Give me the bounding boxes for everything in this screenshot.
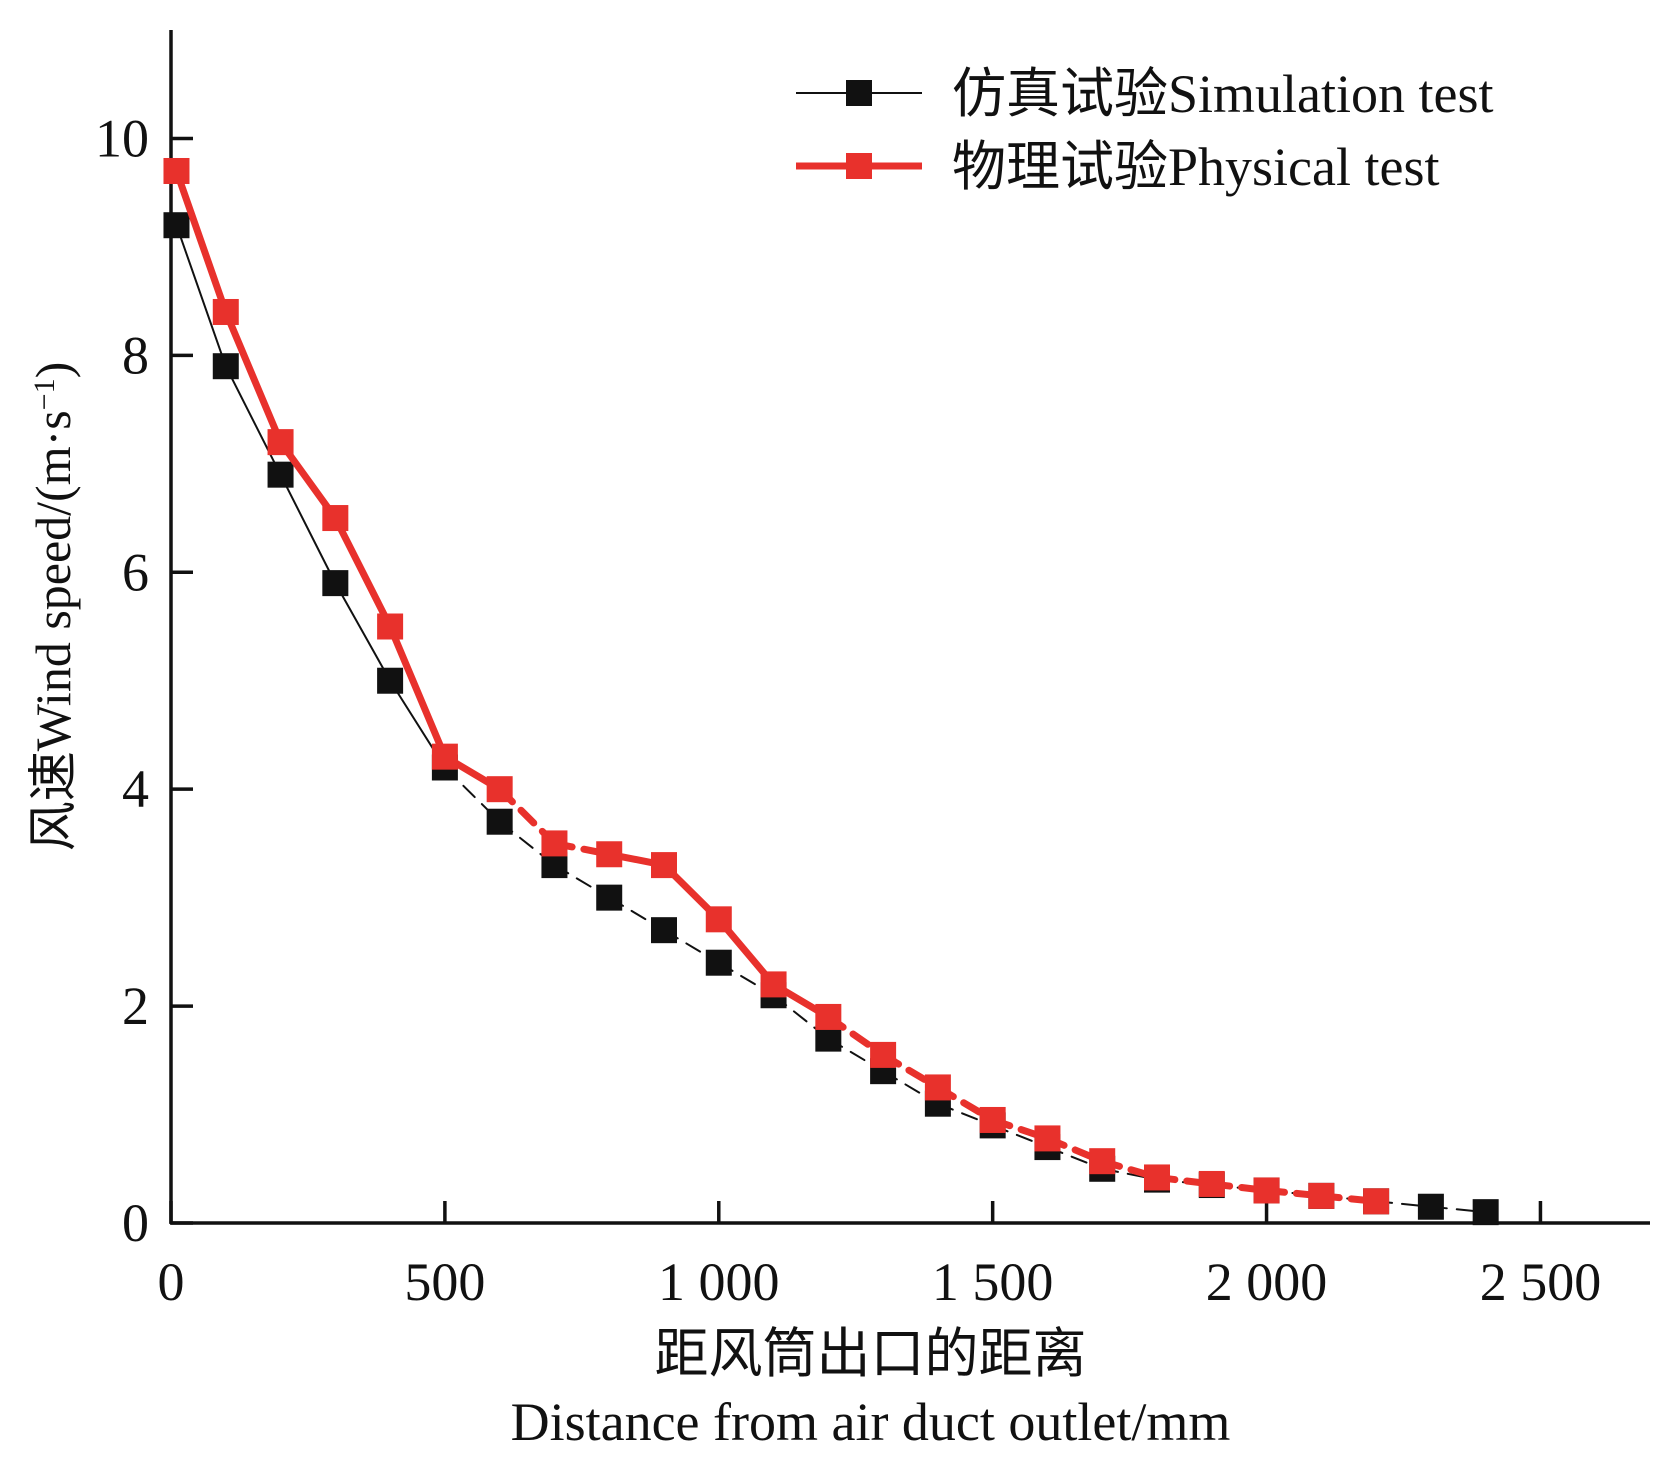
y-tick-label: 4 [122, 759, 149, 819]
data-point-marker [377, 613, 404, 640]
data-point-marker [163, 157, 190, 184]
legend-label: 物理试验Physical test [952, 137, 1439, 197]
y-tick-label: 10 [95, 108, 149, 168]
data-point-marker [212, 353, 239, 380]
data-point-marker [541, 830, 568, 857]
data-point-marker [1089, 1148, 1116, 1175]
series-line-segment [386, 623, 449, 761]
data-point-marker [1144, 1164, 1170, 1191]
y-tick-label: 2 [122, 976, 149, 1036]
series-line-segment [175, 224, 227, 368]
series-layer [163, 157, 1499, 1226]
data-point-marker [377, 667, 404, 694]
data-point-marker [1308, 1182, 1335, 1209]
legend-marker [846, 80, 872, 106]
series-physical [163, 157, 1390, 1215]
axis-labels: 距风筒出口的距离 Distance from air duct outlet/mm… [25, 362, 1230, 1452]
data-point-marker [1472, 1199, 1499, 1226]
data-point-marker [163, 212, 190, 239]
data-point-marker [1198, 1170, 1225, 1197]
data-point-marker [486, 776, 513, 803]
series-line-segment [331, 514, 394, 630]
data-point-marker [596, 841, 623, 868]
data-point-marker [705, 906, 732, 933]
x-axis-title-en: Distance from air duct outlet/mm [511, 1392, 1231, 1452]
data-point-marker [815, 1025, 842, 1052]
data-point-marker [596, 884, 623, 911]
x-tick-label: 1 000 [658, 1252, 780, 1312]
series-line-segment [279, 473, 337, 585]
data-point-marker [651, 917, 677, 944]
y-tick-label: 6 [122, 542, 149, 602]
data-point-marker [322, 505, 349, 532]
series-simulation [163, 212, 1499, 1226]
x-tick-label: 0 [158, 1252, 185, 1312]
series-line-segment [224, 365, 282, 476]
data-point-marker [815, 1003, 842, 1030]
legend-entry-simulation: 仿真试验Simulation test [796, 64, 1494, 124]
data-point-marker [651, 852, 677, 879]
axes: 0 2 4 6 8 10 0 500 1 000 1 500 2 000 2 500 [95, 30, 1650, 1312]
data-point-marker [486, 808, 513, 835]
legend-label: 仿真试验Simulation test [952, 64, 1494, 124]
data-point-marker [541, 852, 568, 879]
series-line-segment [222, 308, 285, 446]
y-tick-label: 8 [122, 325, 149, 385]
data-point-marker [322, 570, 349, 597]
data-point-marker [924, 1074, 951, 1101]
data-point-marker [1253, 1177, 1280, 1204]
legend-entry-physical: 物理试验Physical test [796, 137, 1439, 197]
y-axis-title: 风速Wind speed/(m·s−1) [25, 362, 81, 852]
x-tick-label: 2 500 [1480, 1252, 1602, 1312]
series-line-segment [172, 167, 230, 316]
y-tick-label: 0 [122, 1193, 149, 1253]
x-axis-title-cn: 距风筒出口的距离 [655, 1324, 1087, 1384]
data-point-marker [760, 971, 787, 998]
data-point-marker [979, 1106, 1006, 1133]
x-tick-label: 1 500 [932, 1252, 1054, 1312]
data-point-marker [870, 1041, 897, 1068]
y-axis-title-main: 风速Wind speed/(m·s [25, 410, 81, 851]
data-point-marker [705, 949, 732, 976]
data-point-marker [431, 743, 458, 770]
x-tick-label: 500 [404, 1252, 485, 1312]
y-axis-title-close: ) [25, 362, 81, 379]
data-point-marker [1363, 1188, 1390, 1215]
data-point-marker [267, 429, 294, 456]
data-point-marker [1417, 1193, 1444, 1220]
data-point-marker [1034, 1125, 1061, 1152]
x-tick-label: 2 000 [1206, 1252, 1328, 1312]
y-axis-title-superscript: −1 [28, 378, 61, 410]
data-point-marker [212, 298, 239, 325]
legend-marker [846, 153, 872, 179]
series-line-segment [334, 582, 392, 682]
legend: 仿真试验Simulation test 物理试验Physical test [796, 64, 1494, 197]
data-point-marker [267, 461, 294, 488]
